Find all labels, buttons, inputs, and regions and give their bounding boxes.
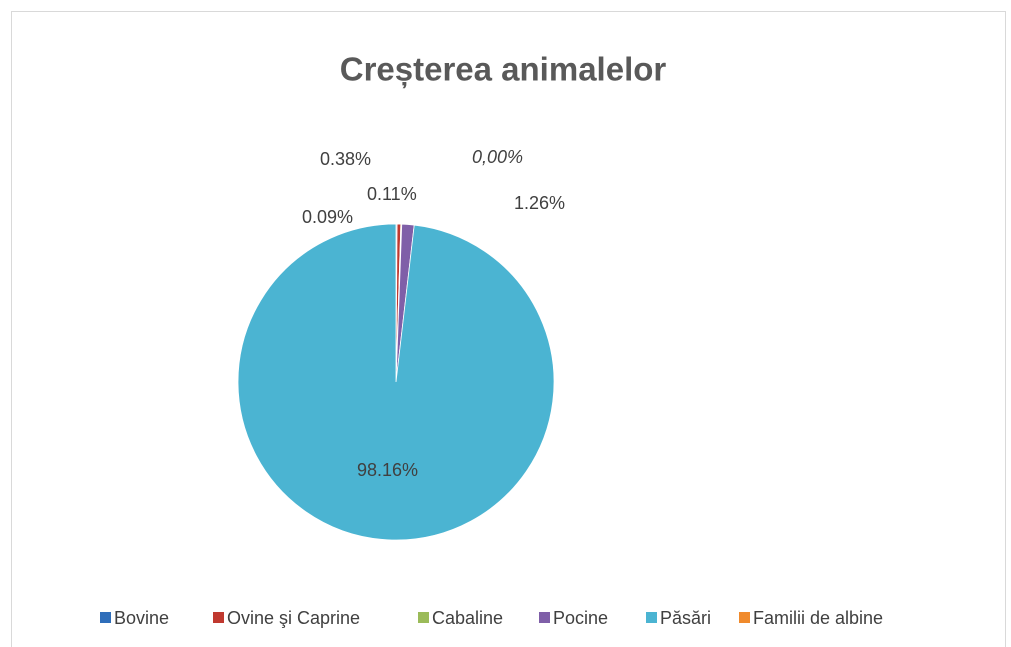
data-label: 0.09%: [302, 207, 353, 227]
data-label: 0.38%: [320, 149, 371, 169]
legend-label: Bovine: [114, 608, 169, 628]
data-label: 0.11%: [367, 184, 417, 204]
legend-swatch: [418, 612, 429, 623]
legend-swatch: [100, 612, 111, 623]
legend-swatch: [739, 612, 750, 623]
legend-label: Păsări: [660, 608, 711, 628]
legend-swatch: [539, 612, 550, 623]
legend-label: Ovine şi Caprine: [227, 608, 360, 628]
legend-swatch: [646, 612, 657, 623]
legend-label: Familii de albine: [753, 608, 883, 628]
data-label: 1.26%: [514, 193, 565, 213]
data-label: 0,00%: [472, 147, 523, 167]
chart-title: Creșterea animalelor: [340, 51, 667, 89]
pie-slice: [237, 223, 555, 541]
legend-label: Cabaline: [432, 608, 503, 628]
legend-swatch: [213, 612, 224, 623]
legend-label: Pocine: [553, 608, 608, 628]
data-label: 98.16%: [357, 460, 418, 480]
